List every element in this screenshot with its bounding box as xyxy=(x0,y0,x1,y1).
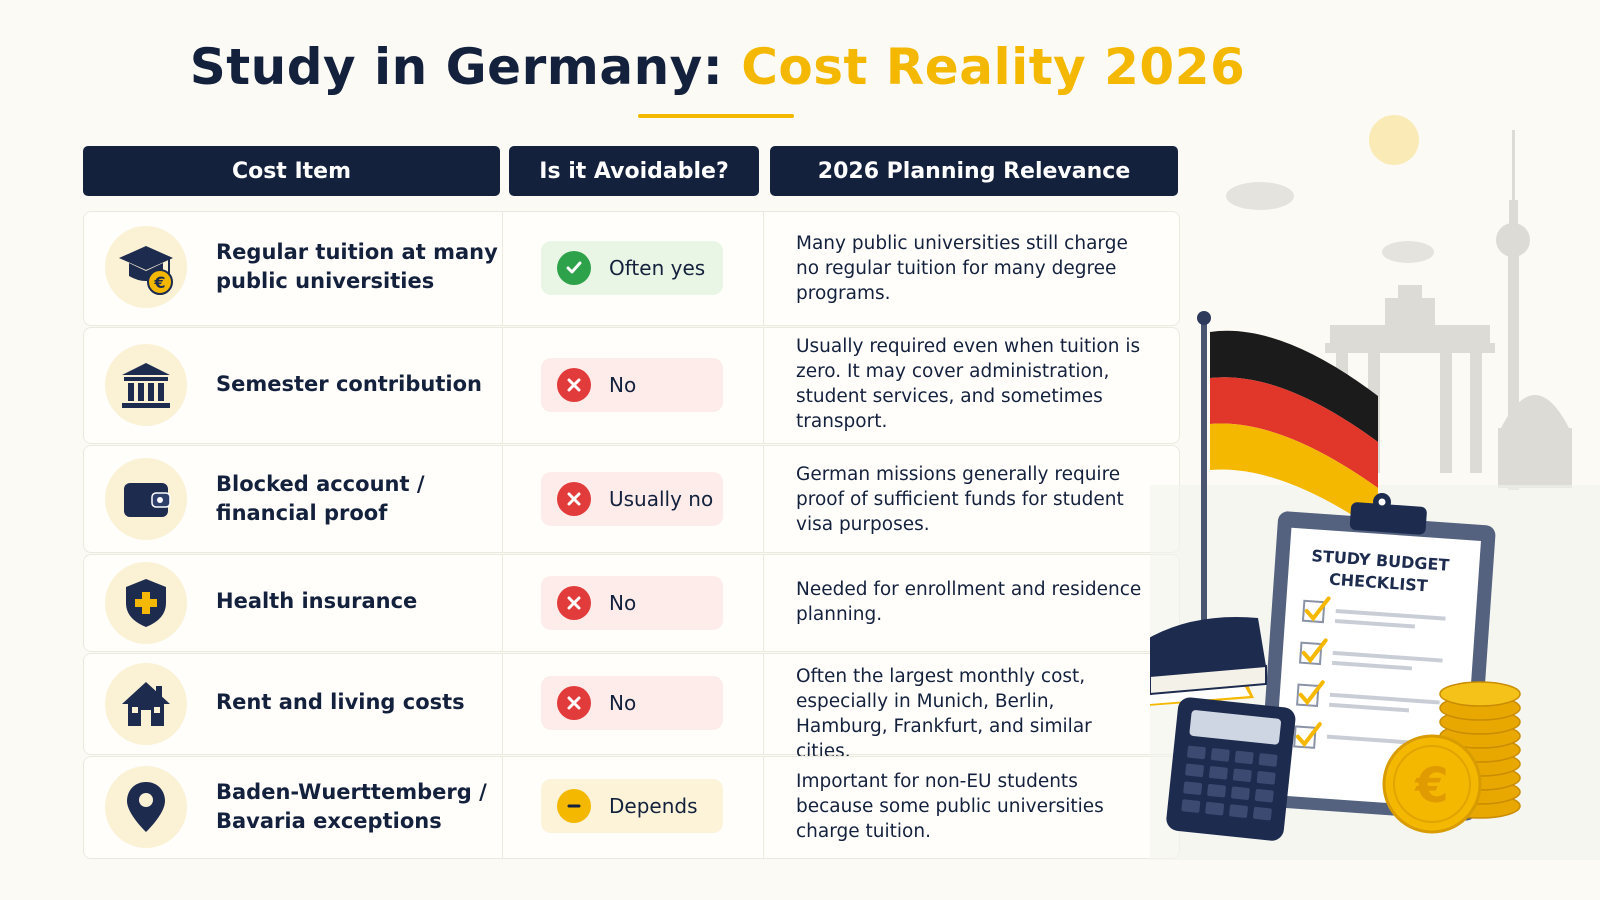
status-badge: No xyxy=(541,676,723,730)
page-title: Study in Germany: Cost Reality 2026 xyxy=(0,38,1435,96)
relevance-text: German missions generally require proof … xyxy=(796,464,1124,535)
status-badge: Usually no xyxy=(541,472,723,526)
table-row: € Regular tuition at many public univers… xyxy=(83,211,1180,326)
euro-coins-icon: € xyxy=(1382,681,1521,834)
cost-item-label: Rent and living costs xyxy=(216,690,465,714)
relevance-text: Often the largest monthly cost, especial… xyxy=(796,666,1092,762)
status-badge: Often yes xyxy=(541,241,723,295)
status-text: Usually no xyxy=(609,487,714,511)
relevance-text: Needed for enrollment and residence plan… xyxy=(796,579,1142,625)
minus-icon xyxy=(557,789,591,823)
relevance-text: Usually required even when tuition is ze… xyxy=(796,336,1141,432)
sun-icon xyxy=(1369,115,1419,165)
relevance-text: Important for non-EU students because so… xyxy=(796,771,1104,842)
title-part2: Cost Reality 2026 xyxy=(741,38,1246,96)
svg-text:€: € xyxy=(153,273,165,292)
wallet-icon xyxy=(105,458,187,540)
cost-item-label: Semester contribution xyxy=(216,372,482,396)
books-icon xyxy=(1150,617,1267,706)
table-row: Rent and living costs No Often the large… xyxy=(83,653,1180,762)
title-underline xyxy=(638,114,794,118)
table-row: Baden-Wuerttemberg / Bavaria exceptions … xyxy=(83,756,1180,859)
status-text: No xyxy=(609,591,637,615)
house-icon xyxy=(105,663,187,745)
graduation-cap-euro-icon: € xyxy=(105,226,187,308)
x-icon xyxy=(557,586,591,620)
header-relevance: 2026 Planning Relevance xyxy=(770,146,1178,196)
shield-plus-icon xyxy=(105,562,187,644)
table-row: Semester contribution No Usually require… xyxy=(83,327,1180,444)
x-icon xyxy=(557,482,591,516)
status-badge: No xyxy=(541,576,723,630)
cost-item-label: Health insurance xyxy=(216,589,418,613)
status-badge: No xyxy=(541,358,723,412)
x-icon xyxy=(557,686,591,720)
header-cost-item: Cost Item xyxy=(83,146,500,196)
table-row: Blocked account / financial proof Usuall… xyxy=(83,445,1180,553)
status-text: No xyxy=(609,373,637,397)
svg-text:€: € xyxy=(1414,758,1448,814)
german-flag-icon xyxy=(1197,311,1378,788)
table-row: Health insurance No Needed for enrollmen… xyxy=(83,554,1180,652)
x-icon xyxy=(557,368,591,402)
calculator-icon xyxy=(1166,697,1296,841)
status-badge: Depends xyxy=(541,779,723,833)
cost-item-label: Blocked account / financial proof xyxy=(216,472,425,525)
check-icon xyxy=(557,251,591,285)
cost-item-label: Baden-Wuerttemberg / Bavaria exceptions xyxy=(216,780,487,833)
cost-item-label: Regular tuition at many public universit… xyxy=(216,240,498,293)
relevance-text: Many public universities still charge no… xyxy=(796,233,1128,304)
germany-budget-illustration: STUDY BUDGET CHECKLIST xyxy=(1150,115,1600,860)
tv-tower-icon xyxy=(1496,130,1530,490)
status-text: No xyxy=(609,691,637,715)
title-part1: Study in Germany: xyxy=(189,38,724,96)
status-text: Depends xyxy=(609,794,698,818)
university-building-icon xyxy=(105,344,187,426)
header-avoidable: Is it Avoidable? xyxy=(509,146,759,196)
location-pin-icon xyxy=(105,766,187,848)
status-text: Often yes xyxy=(609,256,706,280)
